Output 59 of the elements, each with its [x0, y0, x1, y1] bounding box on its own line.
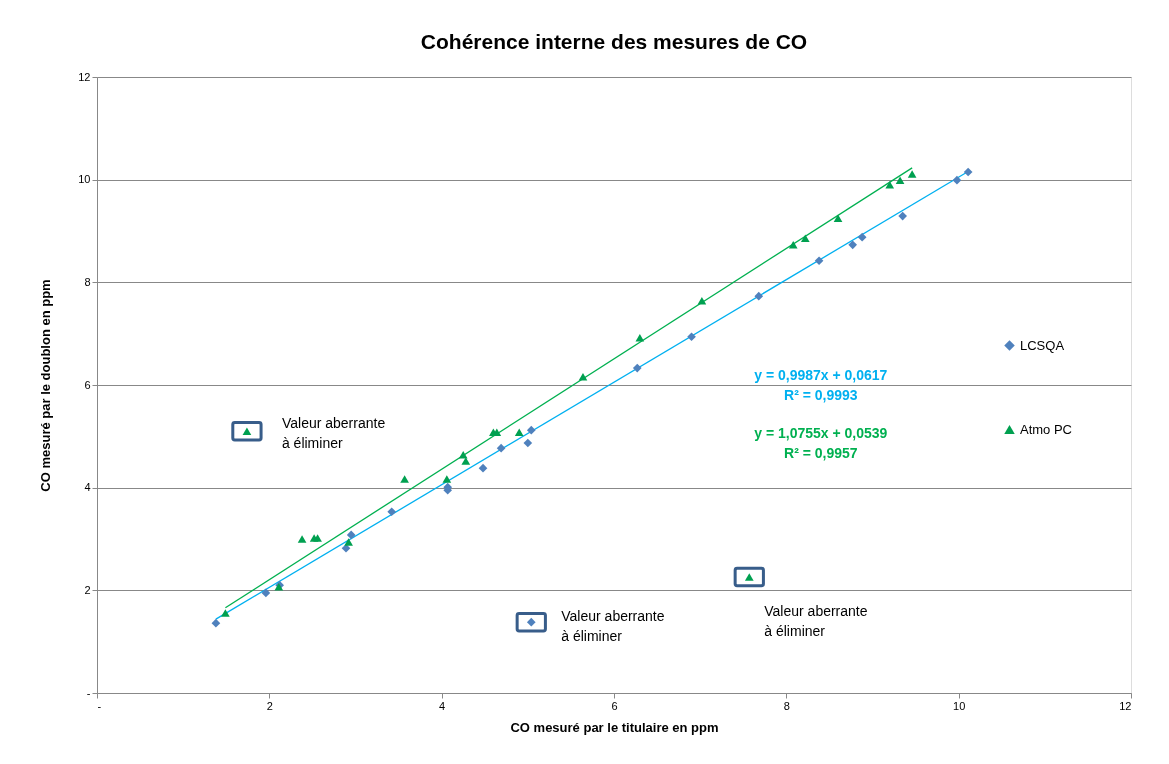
- point: [800, 234, 810, 242]
- point: [261, 588, 271, 598]
- point: [313, 534, 322, 542]
- point: [514, 428, 524, 436]
- chart-title: Cohérence interne des mesures de CO: [420, 30, 808, 53]
- x-tick-label: 6: [611, 699, 618, 712]
- y-tick-label: 10: [78, 173, 91, 186]
- x-tick-label: 4: [439, 699, 446, 712]
- point: [523, 438, 533, 448]
- x-tick-label: 12: [1119, 699, 1132, 712]
- annotation: Valeur aberrante à éliminer: [764, 602, 868, 639]
- legend-label: Atmo PC: [1020, 421, 1073, 437]
- point: [963, 167, 973, 177]
- x-axis-title: CO mesuré par le titulaire en ppm: [510, 719, 719, 735]
- text: y = 1,0755x + 0,0539 R² = 0,9957: [754, 425, 888, 461]
- y-tick-label: -: [86, 686, 91, 699]
- point: [895, 176, 905, 184]
- point: [687, 332, 696, 342]
- point: [297, 535, 307, 543]
- point: [833, 214, 843, 222]
- point: [221, 609, 230, 617]
- y-axis-title: CO mesuré par le doublon en ppm: [38, 279, 54, 492]
- point: [788, 241, 798, 249]
- point: [848, 240, 858, 250]
- point: [578, 373, 588, 381]
- point: [461, 457, 471, 465]
- point: [478, 463, 488, 473]
- x-tick-label: 10: [953, 699, 966, 712]
- legend-label: LCSQA: [1020, 337, 1065, 353]
- point: [387, 507, 397, 517]
- point: [814, 256, 824, 266]
- y-tick-label: 2: [84, 583, 91, 596]
- point: [526, 425, 536, 435]
- y-tick-label: 8: [84, 275, 91, 288]
- y-tick-label: 6: [84, 378, 91, 391]
- point: [754, 291, 764, 301]
- x-tick-label: -: [97, 699, 102, 712]
- x-tick-label: 8: [783, 699, 790, 712]
- point: [442, 475, 452, 483]
- x-tick-label: 2: [266, 699, 273, 712]
- point: [632, 363, 642, 373]
- point: [346, 530, 356, 540]
- y-tick-label: 12: [78, 70, 91, 83]
- y-tick-label: 4: [84, 481, 91, 494]
- point: [400, 475, 409, 483]
- annotation: Valeur aberrante à éliminer: [561, 608, 665, 645]
- point: [898, 211, 907, 221]
- point: [697, 297, 707, 305]
- point: [211, 618, 221, 628]
- annotation: Valeur aberrante à éliminer: [281, 415, 386, 452]
- point: [885, 181, 895, 189]
- point: [344, 538, 353, 546]
- point: [496, 443, 506, 453]
- point: [635, 334, 645, 342]
- point: [857, 232, 867, 242]
- point: [458, 451, 468, 459]
- point: [907, 170, 917, 178]
- point: [952, 175, 962, 185]
- text: y = 0,9987x + 0,0617 R² = 0,9993: [754, 367, 888, 403]
